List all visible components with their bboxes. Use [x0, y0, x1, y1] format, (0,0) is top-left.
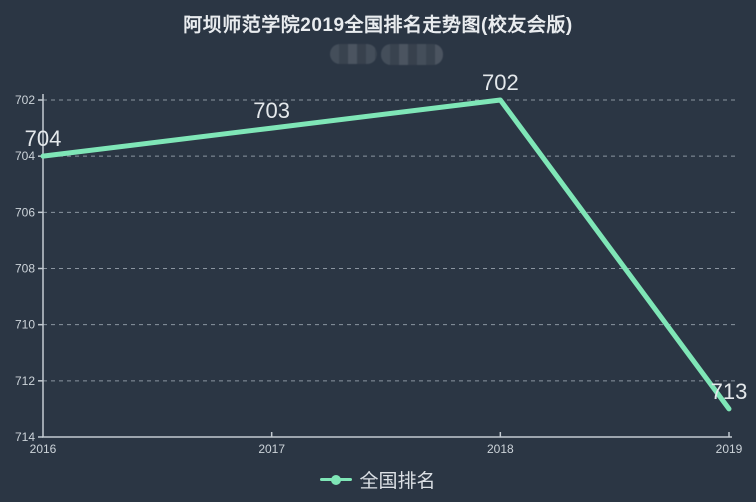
data-label: 704 — [25, 126, 62, 151]
watermark-blur-block — [330, 44, 377, 64]
y-tick-label: 712 — [15, 374, 35, 388]
legend-line-icon — [320, 474, 353, 485]
watermark-blur-block — [381, 44, 443, 65]
y-tick-label: 714 — [15, 430, 35, 444]
y-tick-label: 704 — [15, 149, 35, 163]
data-label: 702 — [482, 70, 519, 95]
chart-title: 阿坝师范学院2019全国排名走势图(校友会版) — [183, 15, 573, 36]
y-tick-label: 708 — [15, 262, 35, 276]
legend-item-national-ranking[interactable]: 全国排名 — [0, 466, 756, 493]
data-label: 703 — [253, 98, 290, 123]
y-tick-label: 710 — [15, 318, 35, 332]
x-tick-label: 2016 — [30, 442, 57, 456]
series-line-national-ranking — [40, 97, 732, 412]
x-tick-label: 2018 — [487, 442, 514, 456]
data-label: 713 — [711, 379, 748, 404]
y-tick-label: 706 — [15, 205, 35, 219]
x-tick-label: 2019 — [716, 442, 743, 456]
x-tick-label: 2017 — [258, 442, 285, 456]
legend-dot-icon — [331, 474, 342, 485]
watermark-blur — [330, 44, 443, 65]
y-tick-label: 702 — [15, 93, 35, 107]
legend-label: 全国排名 — [359, 471, 436, 492]
